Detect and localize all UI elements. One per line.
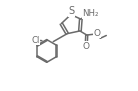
Text: O: O [83, 42, 90, 51]
Text: Cl: Cl [31, 36, 39, 45]
Text: NH₂: NH₂ [82, 9, 98, 18]
Text: O: O [93, 29, 100, 38]
Text: S: S [69, 6, 75, 16]
